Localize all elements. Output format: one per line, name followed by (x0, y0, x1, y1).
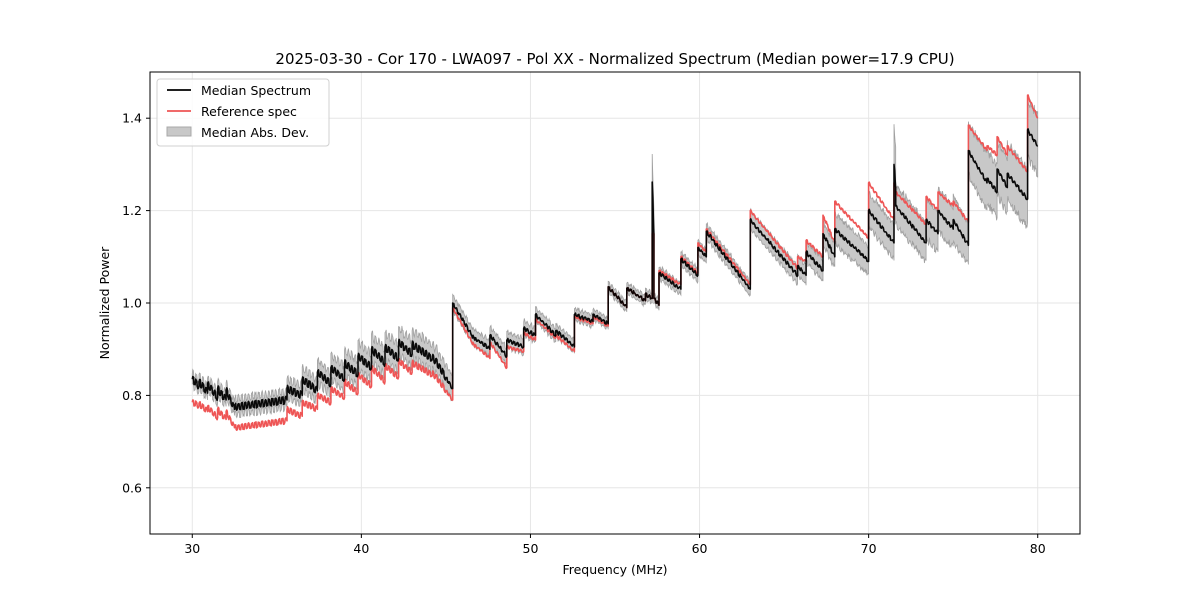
legend-median-label: Median Spectrum (201, 83, 311, 98)
median-spectrum-line (191, 128, 1038, 411)
legend-mad-label: Median Abs. Dev. (201, 125, 309, 140)
x-tick-label: 40 (353, 541, 369, 556)
x-axis: 30 40 50 60 70 80 (184, 534, 1046, 556)
legend-mad-swatch (166, 126, 192, 137)
legend: Median Spectrum Reference spec Median Ab… (156, 78, 330, 147)
y-tick-label: 1.2 (122, 203, 142, 218)
chart-title: 2025-03-30 - Cor 170 - LWA097 - Pol XX -… (275, 50, 954, 68)
x-tick-label: 30 (184, 541, 200, 556)
y-tick-label: 0.8 (122, 388, 142, 403)
y-tick-label: 1.0 (122, 296, 142, 311)
y-axis: 0.6 0.8 1.0 1.2 1.4 (122, 111, 150, 495)
y-tick-label: 1.4 (122, 111, 142, 126)
y-tick-label: 0.6 (122, 480, 142, 495)
legend-reference-label: Reference spec (201, 104, 297, 119)
x-tick-label: 80 (1030, 541, 1046, 556)
x-axis-label: Frequency (MHz) (562, 562, 667, 577)
x-tick-label: 50 (523, 541, 539, 556)
legend-box (156, 78, 330, 147)
x-tick-label: 70 (861, 541, 877, 556)
x-tick-label: 60 (692, 541, 708, 556)
plot-area (191, 94, 1039, 432)
y-axis-label: Normalized Power (97, 246, 112, 360)
